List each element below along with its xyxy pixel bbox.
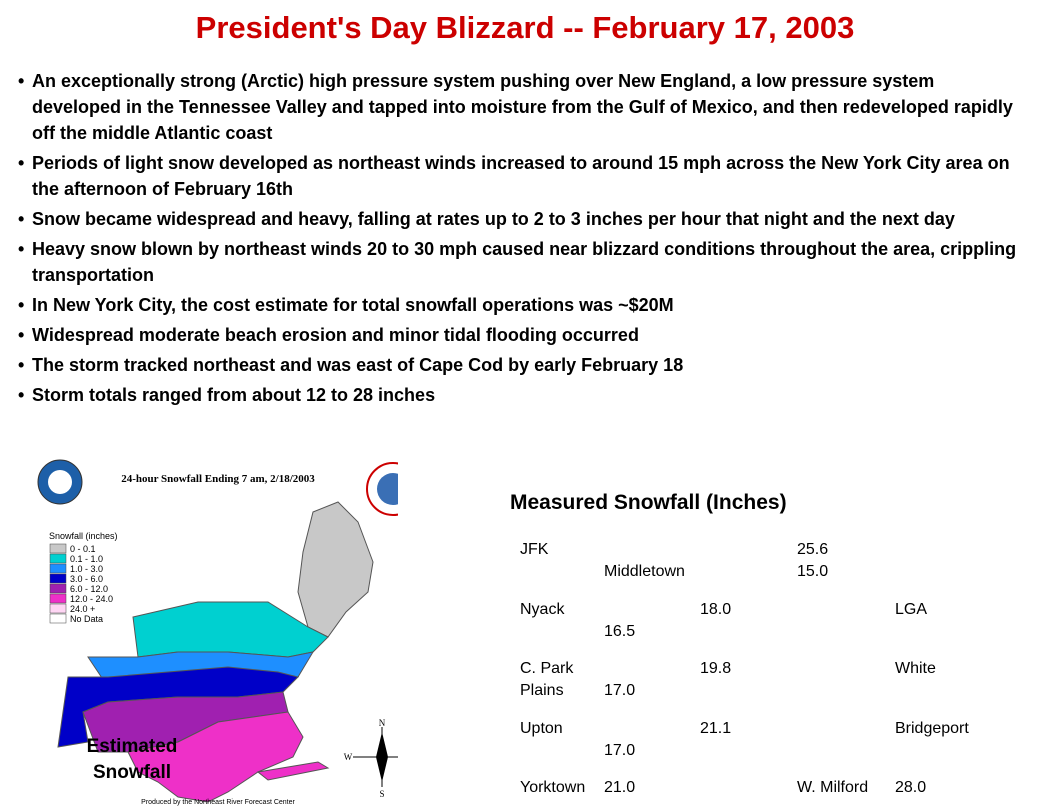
table-cell: 15.0 (797, 563, 829, 580)
bullet: In New York City, the cost estimate for … (18, 292, 1028, 318)
table-cell: Middletown (604, 563, 685, 580)
bullet: Heavy snow blown by northeast winds 20 t… (18, 236, 1028, 288)
bullet: An exceptionally strong (Arctic) high pr… (18, 68, 1028, 146)
table-cell: 28.0 (895, 779, 927, 796)
table-cell: 17.0 (604, 742, 636, 759)
region-gray (297, 501, 374, 638)
table-cell: W. Milford (797, 779, 869, 796)
compass-w: W (344, 752, 353, 762)
legend-label: No Data (70, 614, 103, 624)
nws-logo-inner (377, 473, 398, 505)
table-cell: 21.1 (700, 720, 732, 737)
bullet: Storm totals ranged from about 12 to 28 … (18, 382, 1028, 408)
table-cell: Plains (520, 682, 564, 699)
legend-swatch (49, 583, 67, 594)
slide-title: President's Day Blizzard -- February 17,… (195, 10, 855, 45)
legend-label: 12.0 - 24.0 (70, 594, 113, 604)
compass-s: S (379, 789, 384, 799)
map-caption: Estimated Snowfall (86, 736, 178, 783)
legend: 0 - 0.10.1 - 1.01.0 - 3.03.0 - 6.06.0 - … (49, 543, 113, 624)
legend-title: Snowfall (inches) (49, 531, 118, 541)
legend-swatch (49, 553, 67, 564)
table-cell: 19.8 (700, 660, 732, 677)
legend-swatch (49, 563, 67, 574)
table-cell: JFK (520, 541, 549, 558)
legend-swatch (49, 603, 67, 614)
legend-label: 0.1 - 1.0 (70, 554, 103, 564)
bullet: Snow became widespread and heavy, fallin… (18, 206, 1028, 232)
noaa-logo-inner (48, 470, 72, 494)
legend-label: 0 - 0.1 (70, 544, 96, 554)
table-cell: 18.0 (700, 601, 732, 618)
bullet: Widespread moderate beach erosion and mi… (18, 322, 1028, 348)
table-cell: Yorktown (520, 779, 586, 796)
legend-swatch (49, 573, 67, 584)
legend-swatch (49, 593, 67, 604)
table-cell: Upton (520, 720, 563, 737)
snowfall-map: N W E S 24-hour Snowfall Ending 7 am, 2/… (28, 452, 398, 808)
compass-n: N (379, 718, 386, 728)
table-cell: LGA (895, 601, 928, 618)
legend-swatch (49, 543, 67, 554)
legend-label: 1.0 - 3.0 (70, 564, 103, 574)
table-cell: 25.6 (797, 541, 829, 558)
table-cell: 16.5 (604, 623, 636, 640)
legend-label: 24.0 + (70, 604, 95, 614)
bullet: The storm tracked northeast and was east… (18, 352, 1028, 378)
bullet: Periods of light snow developed as north… (18, 150, 1028, 202)
table-cell: White (895, 660, 936, 677)
table-cell: 21.0 (604, 779, 636, 796)
bullet-list: An exceptionally strong (Arctic) high pr… (18, 68, 1028, 412)
map-credit: Produced by the Northeast River Forecast… (141, 799, 295, 806)
map-title: 24-hour Snowfall Ending 7 am, 2/18/2003 (121, 473, 315, 485)
table-cell: Bridgeport (895, 720, 969, 737)
table-cell: Nyack (520, 601, 565, 618)
compass-needle (376, 732, 388, 782)
long-island (256, 761, 330, 781)
table-cell: 17.0 (604, 682, 636, 699)
legend-label: 6.0 - 12.0 (70, 584, 108, 594)
legend-swatch (49, 613, 67, 624)
table-cell: C. Park (520, 660, 574, 677)
legend-label: 3.0 - 6.0 (70, 574, 103, 584)
table-title: Measured Snowfall (Inches) (510, 491, 787, 514)
